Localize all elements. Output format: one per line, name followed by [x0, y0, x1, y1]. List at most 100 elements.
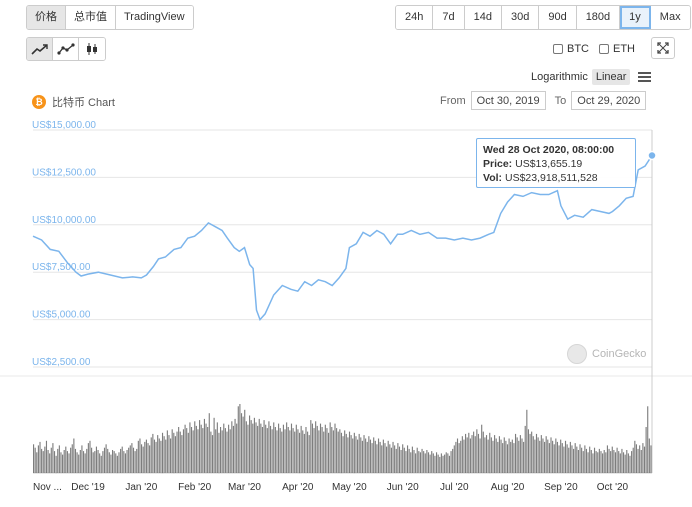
volume-bar	[381, 445, 383, 473]
volume-bar	[442, 455, 444, 474]
volume-bar	[344, 430, 346, 473]
range-90d-button[interactable]: 90d	[539, 6, 577, 29]
volume-bar	[134, 451, 136, 473]
checkbox-box[interactable]	[553, 44, 563, 54]
volume-bar	[115, 453, 117, 473]
range-1y-button[interactable]: 1y	[620, 6, 651, 29]
volume-bar	[395, 448, 397, 473]
compare-eth-checkbox[interactable]: ETH	[599, 43, 635, 55]
volume-bar	[444, 454, 446, 473]
volume-bar	[300, 425, 302, 473]
volume-bar	[184, 424, 186, 473]
volume-bar	[244, 409, 246, 473]
line-dots-chart-button[interactable]	[53, 38, 79, 60]
volume-bar	[203, 418, 205, 473]
range-30d-button[interactable]: 30d	[501, 6, 540, 29]
y-tick-label: US$7,500.00	[32, 262, 91, 273]
range-selector: 24h 7d 14d 30d 90d 180d 1y Max	[395, 5, 691, 30]
tab-market-cap[interactable]: 总市值	[66, 6, 116, 29]
volume-bar	[632, 447, 634, 473]
volume-bar	[273, 422, 275, 473]
volume-bar	[590, 450, 592, 473]
volume-bar	[560, 439, 562, 473]
volume-bar	[327, 432, 330, 474]
volume-bar	[637, 448, 639, 473]
hamburger-menu-icon[interactable]	[638, 72, 652, 82]
tab-price[interactable]: 价格	[27, 6, 66, 29]
volume-bar	[145, 439, 147, 473]
volume-bar	[41, 448, 43, 473]
volume-bar	[224, 428, 226, 473]
volume-bar	[210, 431, 212, 473]
volume-bar	[139, 438, 141, 473]
range-180d-button[interactable]: 180d	[576, 6, 621, 29]
volume-bar	[587, 452, 589, 473]
volume-bar	[33, 444, 35, 473]
range-max-button[interactable]: Max	[650, 6, 690, 29]
compare-btc-label: BTC	[567, 43, 589, 55]
x-tick-label: Mar '20	[228, 482, 261, 493]
volume-bar	[229, 429, 231, 473]
volume-bar	[187, 432, 189, 474]
coingecko-logo-icon	[567, 344, 587, 364]
volume-bar	[194, 421, 196, 473]
volume-bar	[245, 421, 247, 473]
volume-bar	[282, 424, 284, 473]
volume-bar	[508, 438, 510, 473]
volume-bar	[37, 445, 39, 473]
volume-bar	[544, 441, 546, 473]
tab-tradingview[interactable]: TradingView	[116, 6, 193, 29]
volume-bar	[552, 440, 554, 473]
volume-bar	[110, 454, 112, 473]
range-7d-button[interactable]: 7d	[433, 6, 465, 29]
compare-btc-checkbox[interactable]: BTC	[553, 43, 589, 55]
volume-bar	[581, 447, 583, 473]
checkbox-box[interactable]	[599, 44, 609, 54]
volume-bar	[579, 444, 581, 473]
volume-bar	[239, 404, 241, 473]
volume-bar	[506, 444, 509, 473]
chart-title: ₿ 比特币 Chart	[32, 94, 115, 110]
volume-bar	[315, 421, 317, 473]
volume-bar	[200, 424, 202, 473]
volume-bar	[426, 450, 428, 473]
logarithmic-scale-button[interactable]: Logarithmic	[531, 71, 588, 83]
linear-scale-button[interactable]: Linear	[591, 69, 631, 85]
volume-bar	[347, 437, 349, 473]
volume-bar	[553, 444, 555, 473]
volume-bar	[132, 447, 135, 473]
volume-bar	[397, 443, 399, 473]
candlestick-chart-button[interactable]	[79, 38, 105, 60]
volume-bar	[297, 429, 299, 473]
to-date-input[interactable]: Oct 29, 2020	[571, 91, 647, 110]
range-24h-button[interactable]: 24h	[396, 6, 434, 29]
volume-bar	[648, 438, 650, 473]
volume-bar	[355, 436, 357, 473]
range-14d-button[interactable]: 14d	[464, 6, 502, 29]
volume-bar	[91, 447, 93, 473]
volume-bar	[622, 452, 625, 473]
volume-bar	[179, 431, 181, 473]
volume-bar	[510, 441, 512, 473]
volume-bar	[643, 446, 646, 473]
volume-bar	[66, 451, 68, 473]
volume-bar	[303, 433, 305, 473]
volume-bar	[613, 450, 615, 473]
volume-bar	[345, 433, 347, 473]
fullscreen-button[interactable]	[651, 37, 675, 59]
volume-bar	[427, 452, 430, 473]
volume-bar	[377, 438, 380, 473]
tooltip-vol-row: Vol: US$23,918,511,528	[483, 171, 629, 185]
volume-bar	[294, 431, 296, 473]
volume-bar	[494, 435, 496, 473]
line-chart-button[interactable]	[27, 38, 53, 60]
volume-bar	[62, 454, 64, 473]
volume-bar	[382, 439, 384, 473]
volume-bar	[513, 443, 515, 473]
volume-bar	[640, 450, 642, 473]
volume-bar	[416, 447, 418, 473]
volume-bar	[178, 427, 180, 473]
from-date-input[interactable]: Oct 30, 2019	[470, 91, 546, 110]
volume-bar	[190, 427, 193, 473]
